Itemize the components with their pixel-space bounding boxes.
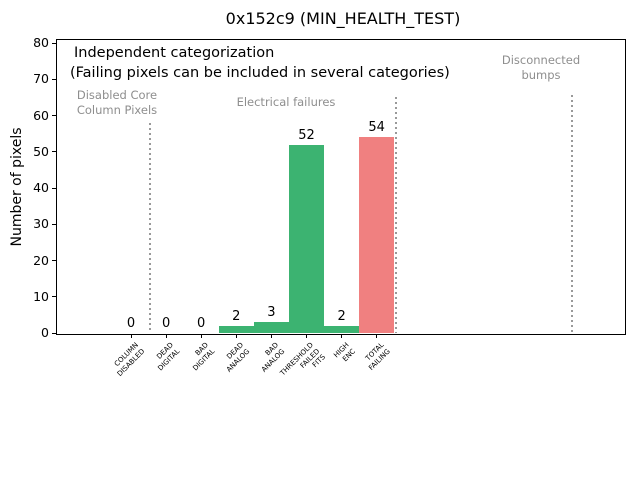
section-divider-disconnected-bumps [571, 95, 573, 333]
x-tick [235, 334, 237, 338]
bar-value-label: 54 [368, 120, 385, 136]
bar [359, 137, 395, 333]
y-tick [52, 42, 56, 44]
bar-value-label: 0 [197, 316, 206, 331]
x-tick-label: COLUMN DISABLED [112, 341, 146, 378]
x-tick-label: DEAD ANALOG [224, 341, 251, 374]
bar-value-label: 2 [337, 308, 346, 324]
section-label-electrical-failures: Electrical failures [236, 95, 336, 109]
y-tick-label: 80 [33, 35, 49, 50]
bar [253, 322, 289, 333]
chart-title: 0x152c9 (MIN_HEALTH_TEST) [225, 9, 461, 28]
x-tick-label: BAD DIGITAL [190, 341, 216, 373]
y-tick-label: 10 [33, 288, 49, 304]
section-divider-electrical-failures [395, 97, 397, 333]
y-tick-label: 0 [41, 325, 49, 340]
y-tick [52, 296, 56, 298]
x-tick [270, 334, 272, 338]
bar-value-label: 0 [161, 316, 171, 331]
x-tick [306, 334, 307, 338]
bar-value-label: 0 [126, 316, 136, 331]
x-tick [165, 334, 167, 338]
section-divider-disabled-core-column-pixels [149, 123, 151, 333]
bar [289, 144, 324, 333]
y-tick-label: 60 [33, 107, 49, 123]
x-tick [200, 334, 202, 338]
y-tick [52, 332, 56, 334]
y-tick [52, 115, 56, 116]
x-tick-label: TOTAL FAILING [363, 341, 392, 372]
y-tick [52, 78, 56, 80]
bar-value-label: 52 [298, 127, 315, 143]
x-tick-label: HIGH ENC [331, 341, 357, 363]
bar-value-label: 3 [267, 305, 276, 321]
x-tick-label: DEAD DIGITAL [154, 341, 181, 373]
y-tick [52, 151, 56, 153]
y-tick [52, 223, 56, 225]
y-tick-label: 70 [33, 71, 49, 87]
bar [324, 325, 360, 333]
y-tick-label: 30 [33, 216, 49, 232]
x-tick-label: THRESHOLD FAILED FITS [278, 341, 328, 378]
annotation-line-2: (Failing pixels can be included in sever… [70, 65, 450, 81]
x-tick [341, 334, 343, 338]
bar [218, 325, 254, 333]
section-label-disconnected-bumps: Disconnected bumps [501, 53, 581, 82]
x-tick [130, 334, 132, 338]
plot-area [56, 39, 626, 335]
x-tick [376, 334, 378, 338]
y-tick [52, 260, 56, 261]
section-label-disabled-core-column-pixels: Disabled Core Column Pixels [76, 88, 158, 117]
bar-value-label: 2 [232, 308, 241, 324]
annotation-line-1: Independent categorization [74, 45, 275, 61]
y-tick-label: 50 [33, 143, 49, 159]
y-tick-label: 20 [33, 252, 49, 268]
y-tick-label: 40 [33, 180, 49, 195]
y-tick [52, 187, 56, 189]
